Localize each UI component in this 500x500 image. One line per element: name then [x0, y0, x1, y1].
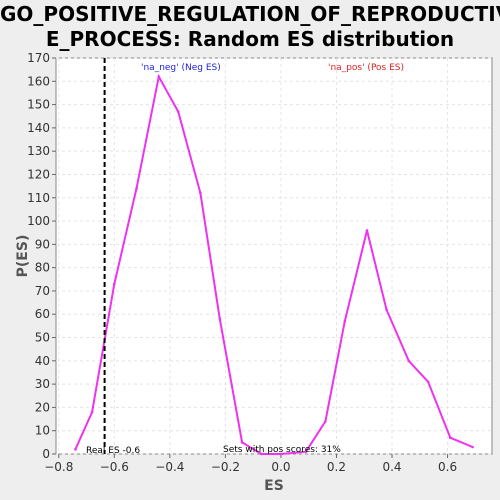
data-point [90, 410, 94, 414]
data-point [260, 452, 263, 456]
y-tick-label: 10 [35, 424, 50, 438]
y-tick-label: 120 [27, 167, 50, 181]
x-tick-label: −0.6 [100, 460, 129, 474]
data-point [407, 359, 410, 363]
y-tick-label: 70 [35, 284, 50, 298]
pos-es-label: 'na_pos' (Pos ES) [328, 63, 404, 73]
data-point [113, 282, 116, 286]
y-axis-title: P(ES) [15, 235, 31, 278]
data-point [157, 75, 161, 78]
y-tick-label: 160 [27, 74, 50, 88]
y-tick-label: 0 [42, 447, 50, 461]
data-point [449, 436, 452, 439]
y-tick-label: 60 [35, 307, 50, 321]
x-tick-label: 0.4 [382, 460, 401, 474]
data-point [426, 380, 430, 384]
y-tick-label: 30 [35, 377, 50, 391]
x-tick-label: −0.2 [211, 460, 240, 474]
data-point [176, 110, 180, 113]
y-tick-label: 130 [27, 144, 50, 158]
x-tick-label: 0.2 [327, 460, 346, 474]
y-tick-label: 150 [27, 98, 50, 112]
data-point [471, 445, 474, 449]
data-point [279, 452, 283, 456]
x-tick-label: 0.6 [438, 460, 457, 474]
y-tick-label: 170 [27, 51, 50, 65]
data-point [385, 308, 388, 311]
data-point [324, 420, 327, 423]
x-axis-title: ES [264, 478, 284, 494]
x-tick-label: −0.4 [155, 460, 184, 474]
data-point [218, 317, 222, 321]
y-tick-label: 90 [35, 237, 50, 251]
neg-es-label: 'na_neg' (Neg ES) [141, 63, 221, 73]
y-tick-label: 20 [35, 400, 50, 414]
data-point [240, 441, 244, 444]
chart-title: GO_POSITIVE_REGULATION_OF_REPRODUCTIV E_… [0, 2, 500, 51]
data-point [135, 187, 138, 190]
data-point [304, 450, 308, 453]
x-tick-label: −0.8 [44, 460, 73, 474]
y-tick-label: 100 [27, 214, 50, 228]
y-axis-ticks: 0 10 20 30 40 50 60 70 80 90 100 110 120 130 140 150 160… [27, 51, 56, 461]
data-point [74, 448, 77, 451]
real-es-label: Real ES -0.6 [86, 446, 140, 456]
data-point [343, 319, 347, 323]
plot-area [55, 57, 493, 455]
y-tick-label: 110 [27, 191, 50, 205]
y-tick-label: 50 [35, 331, 50, 345]
x-tick-label: 0.0 [271, 460, 290, 474]
es-distribution-line [74, 73, 473, 455]
y-tick-label: 40 [35, 354, 50, 368]
data-point [199, 191, 202, 195]
data-points [74, 75, 474, 456]
data-point [365, 229, 369, 232]
y-tick-label: 80 [35, 261, 50, 275]
y-tick-label: 140 [27, 121, 50, 135]
sets-with-pos-scores-label: Sets with pos scores: 31% [223, 445, 341, 455]
x-axis-ticks: −0.8 −0.6 −0.4 −0.2 0.0 0.2 0.4 0.6 [44, 454, 457, 474]
